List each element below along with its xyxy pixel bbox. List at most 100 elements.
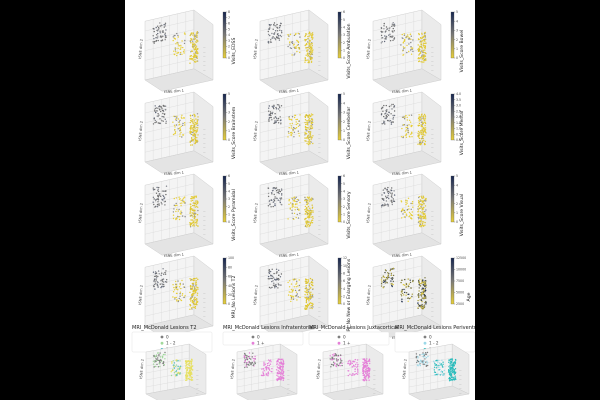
scatter-point <box>385 195 387 197</box>
scatter-point <box>423 61 425 63</box>
scatter-point <box>407 205 410 207</box>
scatter-point <box>425 209 427 211</box>
z-tick: — <box>318 315 321 318</box>
scatter-point <box>405 134 407 136</box>
scatter-point <box>268 200 271 202</box>
legend-box <box>222 331 304 346</box>
scatter-point <box>273 272 275 275</box>
scatter-point <box>193 132 195 134</box>
scatter-point <box>425 352 427 354</box>
scatter-point <box>418 134 420 136</box>
scatter-point <box>153 42 155 44</box>
scatter-point <box>421 308 424 310</box>
scatter-point <box>157 25 159 27</box>
scatter-point <box>178 121 181 123</box>
scatter-point <box>289 207 291 209</box>
scatter-point <box>173 115 175 118</box>
scatter-point <box>274 120 276 122</box>
scatter-point <box>417 214 419 216</box>
scatter-point <box>308 225 310 228</box>
scatter-point <box>449 368 452 371</box>
z-tick: — <box>203 233 206 236</box>
scatter-point <box>192 196 194 198</box>
scatter-point <box>450 374 452 377</box>
scatter-point <box>174 131 177 133</box>
scatter-point <box>434 364 436 366</box>
scatter-point <box>173 124 176 127</box>
scatter-point <box>418 207 421 210</box>
scatter-point <box>437 361 439 363</box>
scatter-point <box>191 50 194 52</box>
scatter-point <box>450 376 453 379</box>
scatter-point <box>419 222 421 225</box>
scatter-point <box>172 217 175 220</box>
scatter-point <box>192 204 194 207</box>
scatter-point <box>311 118 313 120</box>
scatter-point <box>385 26 388 28</box>
scatter-point <box>424 205 427 207</box>
scatter-point <box>424 49 426 51</box>
colorbar <box>337 175 342 223</box>
scatter-point <box>310 296 312 298</box>
scatter-point <box>295 278 297 280</box>
colorbar-tick-label: 1 <box>456 211 458 215</box>
scatter-point <box>193 287 196 289</box>
scatter-point <box>417 221 420 223</box>
scatter-point <box>423 34 426 36</box>
scatter-point <box>383 198 385 200</box>
scatter-point <box>418 279 420 282</box>
scatter-point <box>153 366 155 368</box>
scatter-point <box>193 300 196 302</box>
colorbar-label: Visits_Score Cerebellar <box>346 107 352 160</box>
scatter-point <box>186 373 188 375</box>
scatter-point <box>153 279 156 281</box>
scatter-point <box>275 279 277 281</box>
scatter-point <box>309 213 311 215</box>
scatter-point <box>424 116 427 118</box>
colorbar-tick-label: 2 <box>228 45 230 49</box>
scatter-point <box>154 288 156 290</box>
scatter-point <box>308 198 310 200</box>
scatter-point <box>175 292 178 295</box>
scatter-point <box>417 302 419 304</box>
scatter-point <box>267 364 269 367</box>
scatter-point <box>248 361 251 363</box>
scatter-point <box>246 366 248 368</box>
scatter-point <box>294 289 297 292</box>
scatter-point <box>420 45 422 48</box>
scatter-point <box>175 296 177 299</box>
scatter-point <box>383 192 386 194</box>
scatter-point <box>441 359 443 361</box>
z-tick: — <box>203 51 206 54</box>
scatter-point <box>422 206 425 209</box>
scatter-point <box>410 41 412 44</box>
scatter-point <box>191 279 194 281</box>
scatter-point <box>299 51 301 54</box>
scatter-point <box>178 216 181 218</box>
scatter-point <box>174 38 177 40</box>
scatter-point <box>304 137 306 139</box>
scatter-point <box>309 140 311 143</box>
scatter-point <box>190 368 192 370</box>
scatter-point <box>421 197 424 199</box>
scatter-point <box>184 122 186 124</box>
scatter-point <box>384 117 386 119</box>
scatter-point <box>409 213 412 215</box>
scatter-point <box>176 204 178 207</box>
scatter-point <box>292 296 295 298</box>
scatter-point <box>296 50 298 53</box>
scatter-point <box>423 203 425 205</box>
scatter-point <box>408 124 410 126</box>
z-tick: — <box>431 233 434 236</box>
scatter-point <box>411 47 414 49</box>
scatter-point <box>305 44 307 46</box>
scatter-point <box>294 127 297 130</box>
scatter-point <box>295 295 297 297</box>
scatter-point <box>310 211 312 213</box>
scatter-point <box>418 216 421 219</box>
z-tick: — <box>203 293 206 296</box>
scatter-point <box>422 214 424 216</box>
scatter-point <box>179 135 181 137</box>
colorbar-tick-label: 2 <box>343 41 345 45</box>
scatter-point <box>196 130 198 132</box>
